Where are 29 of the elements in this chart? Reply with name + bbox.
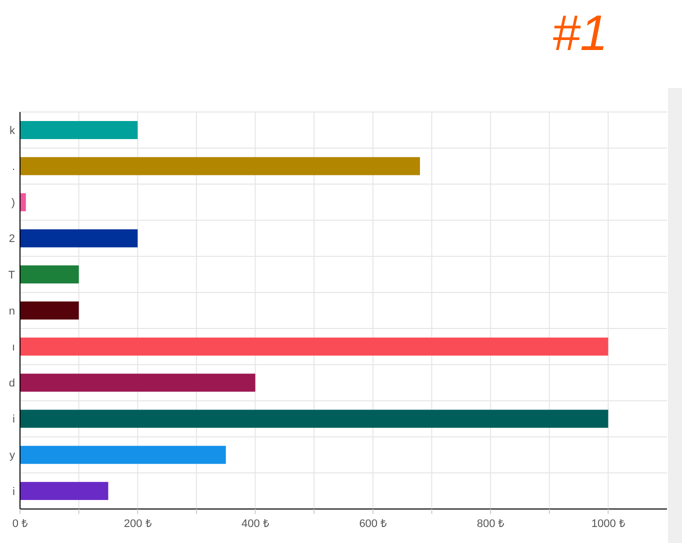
x-tick-label: 0 ₺: [12, 518, 28, 530]
y-tick-label: i: [12, 414, 15, 426]
y-tick-label: y: [10, 450, 16, 462]
text: #1: [552, 5, 608, 61]
y-tick-label: d: [8, 378, 15, 390]
bar: [20, 229, 138, 248]
y-tick-label: 2: [8, 233, 15, 246]
bar: [20, 410, 608, 428]
y-tick-label: n: [8, 305, 15, 318]
bar: [20, 121, 138, 140]
y-tick-label: i: [12, 486, 15, 498]
x-tick-label: 800 ₺: [476, 518, 504, 530]
bar: [20, 374, 256, 392]
y-tick-label: ı: [12, 341, 15, 354]
x-tick-label: 1000 ₺: [591, 518, 625, 530]
bar: [20, 193, 26, 212]
y-tick-label: k: [10, 124, 16, 137]
bar: [20, 301, 79, 320]
bar: [20, 157, 420, 176]
y-tick-label: ): [11, 197, 15, 210]
bar: [20, 446, 226, 464]
y-tick-label: T: [8, 269, 16, 282]
bar: [20, 265, 79, 284]
bar: [20, 338, 608, 356]
x-tick-label: 400 ₺: [242, 518, 269, 530]
x-tick-label: 600 ₺: [359, 518, 387, 530]
bar: [20, 482, 108, 500]
x-tick-label: 200 ₺: [124, 518, 152, 530]
y-tick-label: .: [12, 160, 15, 173]
